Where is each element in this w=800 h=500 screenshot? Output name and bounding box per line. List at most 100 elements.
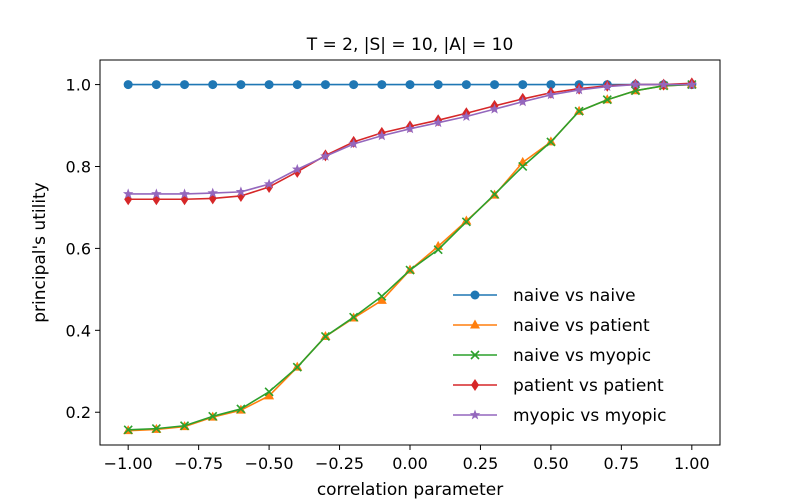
data-point-naive-vs-naive [490,80,500,90]
data-point-myopic-vs-myopic [686,79,698,90]
data-point-myopic-vs-myopic [151,188,162,199]
x-tick-label: 0.25 [463,454,499,473]
legend-marker [470,319,480,329]
x-axis-label: correlation parameter [317,480,503,500]
data-point-naive-vs-naive [151,80,161,90]
data-point-naive-vs-naive [264,80,274,90]
legend-marker [469,409,481,420]
x-tick-label: −0.75 [174,454,223,473]
x-axis: −1.00 −0.75 −0.50 −0.25 0.00 0.25 0.50 0.75 1.00 [104,445,710,473]
data-point-myopic-vs-myopic [376,130,388,141]
legend: naive vs naive naive vs patient naive vs m… [443,277,709,435]
data-point-myopic-vs-myopic [545,89,557,100]
data-point-myopic-vs-myopic [263,178,275,189]
legend-item-naive-vs-myopic: naive vs myopic [453,346,651,366]
x-tick-label: 0.50 [533,454,569,473]
legend-marker [470,350,480,360]
data-point-myopic-vs-myopic [179,188,190,199]
data-point-naive-vs-myopic [151,424,161,434]
data-point-myopic-vs-myopic [573,84,585,95]
series-naive-vs-naive [123,80,697,90]
data-point-naive-vs-myopic [433,245,443,255]
data-point-naive-vs-naive [405,80,415,90]
legend-marker [471,379,479,391]
data-point-myopic-vs-myopic [658,79,669,90]
data-point-naive-vs-naive [123,80,133,90]
y-axis: 0.2 0.4 0.6 0.8 1.0 [66,76,100,422]
data-point-naive-vs-myopic [461,217,471,227]
data-point-naive-vs-myopic [489,189,500,199]
data-point-naive-vs-myopic [123,425,133,435]
data-point-naive-vs-patient [264,390,275,400]
y-axis-label: principal's utility [30,182,50,323]
data-point-naive-vs-naive [236,80,246,90]
x-tick-label: 0.00 [392,454,428,473]
y-tick-label: 0.4 [66,321,91,340]
data-point-myopic-vs-myopic [461,111,472,121]
data-point-naive-vs-myopic [264,387,274,397]
data-point-myopic-vs-myopic [122,188,134,199]
x-tick-label: −0.50 [245,454,294,473]
data-point-naive-vs-patient [517,156,528,166]
data-point-naive-vs-myopic [320,331,331,342]
data-point-naive-vs-myopic [377,291,387,301]
data-point-myopic-vs-myopic [207,187,218,198]
legend-label: myopic vs myopic [513,406,667,426]
data-point-naive-vs-naive [320,80,330,90]
data-point-myopic-vs-myopic [235,186,247,197]
data-point-naive-vs-myopic [208,411,218,421]
data-point-naive-vs-patient [376,294,387,304]
data-point-naive-vs-myopic [349,312,359,322]
data-point-naive-vs-naive [546,80,556,90]
legend-frame [443,277,709,435]
legend-item-naive-vs-patient: naive vs patient [453,316,650,336]
data-point-naive-vs-myopic [602,95,612,105]
legend-label: naive vs myopic [513,346,651,366]
legend-label: naive vs patient [513,316,650,336]
legend-item-myopic-vs-myopic: myopic vs myopic [453,406,667,426]
data-point-myopic-vs-myopic [489,103,500,114]
data-point-naive-vs-myopic [179,421,190,431]
legend-item-naive-vs-naive: naive vs naive [453,286,636,306]
data-point-myopic-vs-myopic [320,150,331,161]
y-tick-label: 0.2 [66,403,91,422]
legend-item-patient-vs-patient: patient vs patient [453,376,664,396]
data-point-naive-vs-naive [433,80,443,90]
x-tick-label: −0.25 [315,454,364,473]
data-point-naive-vs-myopic [518,161,528,172]
data-point-naive-vs-myopic [405,265,415,275]
legend-label: naive vs naive [513,286,636,306]
data-point-naive-vs-naive [518,80,528,90]
data-point-naive-vs-naive [461,80,471,90]
data-point-naive-vs-myopic [236,404,246,414]
series-myopic-vs-myopic [122,79,698,199]
data-point-naive-vs-myopic [292,362,302,372]
y-tick-label: 0.6 [66,239,91,258]
series-naive-vs-myopic [123,80,697,435]
data-point-myopic-vs-myopic [404,123,416,134]
x-tick-label: 1.00 [674,454,710,473]
data-point-naive-vs-myopic [574,106,584,116]
x-tick-label: 0.75 [604,454,640,473]
data-point-naive-vs-patient [461,215,472,225]
data-point-naive-vs-myopic [546,137,556,147]
data-point-myopic-vs-myopic [432,117,444,128]
data-point-naive-vs-naive [377,80,387,90]
data-point-myopic-vs-myopic [630,79,641,90]
legend-marker [470,290,480,300]
data-point-naive-vs-naive [292,80,302,90]
legend-label: patient vs patient [513,376,664,396]
data-point-naive-vs-naive [349,80,359,90]
data-point-myopic-vs-myopic [348,138,359,149]
data-point-myopic-vs-myopic [517,96,528,107]
data-point-myopic-vs-myopic [602,81,613,92]
x-tick-label: −1.00 [104,454,153,473]
y-tick-label: 1.0 [66,76,91,95]
chart-title: T = 2, |S| = 10, |A| = 10 [306,35,514,55]
data-point-myopic-vs-myopic [292,163,303,174]
data-point-naive-vs-naive [208,80,218,90]
y-tick-label: 0.8 [66,157,91,176]
plot-area [122,77,698,435]
data-point-naive-vs-naive [180,80,190,90]
